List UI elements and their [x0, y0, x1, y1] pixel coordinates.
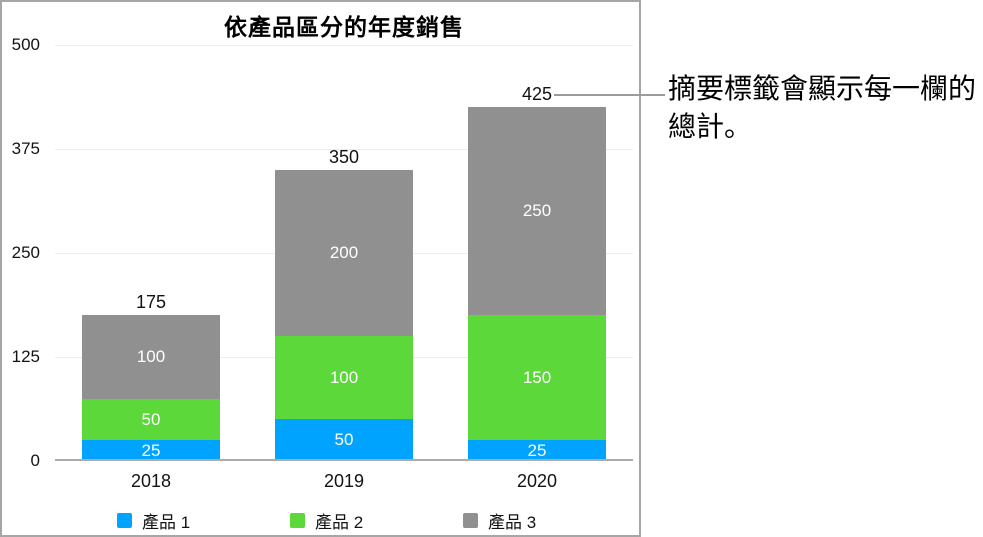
y-axis-tick-label: 0: [30, 451, 40, 470]
bar-segment: 50: [82, 399, 220, 440]
bar-segment: 100: [275, 336, 413, 419]
bar-total-label: 425: [521, 84, 553, 104]
y-axis-tick-label: 250: [11, 243, 40, 262]
bar-total-label: 175: [135, 292, 167, 312]
x-axis-label: 2019: [323, 471, 365, 491]
callout-text: 摘要標籤會顯示每一欄的總計。: [668, 73, 977, 142]
legend-swatch: [290, 512, 305, 528]
legend-label: 產品 2: [315, 512, 364, 532]
bar-segment: 100: [82, 315, 220, 399]
x-axis-label: 2020: [516, 471, 558, 491]
legend-label: 產品 1: [142, 512, 191, 532]
gridline: [55, 45, 633, 46]
bar-segment: 250: [468, 107, 606, 315]
bar-segment: 150: [468, 315, 606, 440]
legend-swatch: [117, 512, 132, 528]
bar-total-label: 350: [328, 147, 360, 167]
y-axis-tick-label: 125: [11, 347, 40, 366]
x-axis-label: 2018: [130, 471, 172, 491]
legend-item: 產品 3: [463, 510, 537, 532]
plot-area: 依產品區分的年度銷售 0 125 250 375 500 25 50 100 175 2018 50…: [11, 14, 633, 532]
chart-title: 依產品區分的年度銷售: [224, 14, 464, 40]
legend-swatch: [463, 512, 478, 528]
chart-panel-border: [0, 0, 641, 537]
bar-segment: 200: [275, 170, 413, 336]
bar-segment: 25: [468, 440, 606, 461]
bar-segment: 25: [82, 440, 220, 461]
callout-line: [554, 94, 665, 96]
gridline: [55, 149, 633, 150]
y-axis-tick-label: 375: [11, 139, 40, 158]
legend-item: 產品 1: [117, 510, 191, 532]
legend-label: 產品 3: [488, 512, 537, 532]
legend-item: 產品 2: [290, 510, 364, 532]
bar-segment: 50: [275, 419, 413, 461]
x-axis-line: [55, 459, 633, 461]
y-axis-tick-label: 500: [11, 35, 40, 54]
